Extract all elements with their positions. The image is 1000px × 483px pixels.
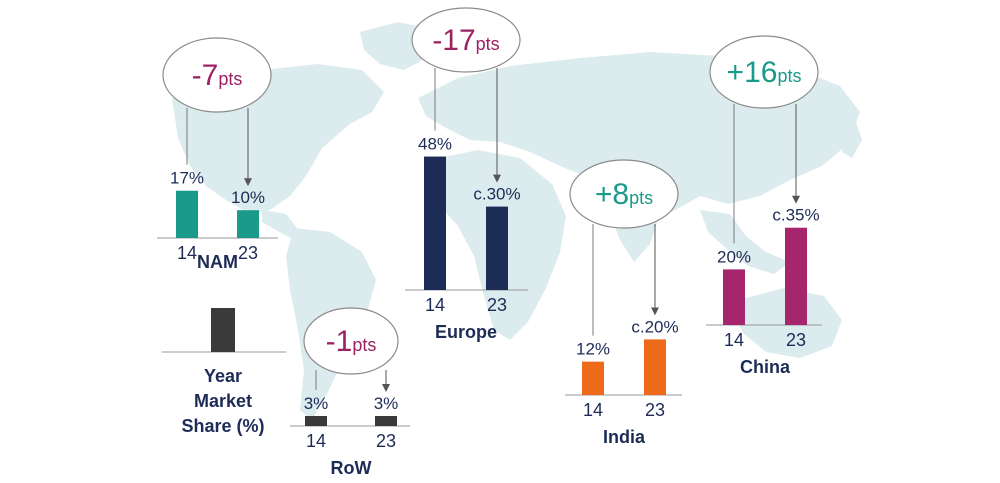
- legend-line-1: Year: [204, 366, 242, 386]
- china-region-label: China: [740, 357, 791, 377]
- india-region-label: India: [603, 427, 646, 447]
- row-bar-23: [375, 416, 397, 426]
- row-value-label-23: 3%: [374, 394, 399, 413]
- row-category-label-23: 23: [376, 431, 396, 451]
- nam-change-unit: pts: [218, 69, 242, 89]
- nam-region-label: NAM: [197, 252, 238, 272]
- china-category-label-23: 23: [786, 330, 806, 350]
- row-value-label-14: 3%: [304, 394, 329, 413]
- india-change-bubble: [569, 159, 679, 229]
- europe-change-value: -17: [432, 24, 475, 57]
- china-value-label-14: 20%: [717, 247, 751, 266]
- europe-bar-14: [424, 156, 446, 290]
- nam-change-text: -7pts: [192, 59, 243, 92]
- central-america-shape: [262, 210, 300, 240]
- legend-line-2: Market: [194, 391, 252, 411]
- china-bar-14: [723, 269, 745, 325]
- europe-value-label-23: c.30%: [473, 185, 520, 204]
- uk-shape: [440, 90, 456, 114]
- europe-change-bubble: [411, 7, 521, 73]
- nam-category-label-23: 23: [238, 243, 258, 263]
- nam-change-bubble: [162, 37, 272, 113]
- europe-region-label: Europe: [435, 322, 497, 342]
- row-region-label: RoW: [331, 458, 372, 478]
- nam-category-label-14: 14: [177, 243, 197, 263]
- europe-bar-23: [486, 206, 508, 290]
- nam-bar-14: [176, 190, 198, 238]
- china-category-label-14: 14: [724, 330, 744, 350]
- india-change-value: +8: [595, 178, 629, 211]
- china-bar-23: [785, 227, 807, 325]
- europe-change-unit: pts: [476, 34, 500, 54]
- europe-change-text: -17pts: [432, 24, 499, 57]
- row-category-label-14: 14: [306, 431, 326, 451]
- europe-value-label-14: 48%: [418, 135, 452, 154]
- legend-swatch: [211, 308, 235, 352]
- row-change-value: -1: [326, 325, 353, 358]
- legend-line-3: Share (%): [181, 416, 264, 436]
- china-change-unit: pts: [777, 66, 801, 86]
- india-value-label-23: c.20%: [631, 317, 678, 336]
- nam-bar-23: [237, 210, 259, 238]
- india-bar-23: [644, 339, 666, 395]
- china-change-text: +16pts: [727, 56, 802, 89]
- row-change-text: -1pts: [326, 325, 377, 358]
- nam-value-label-14: 17%: [170, 169, 204, 188]
- row-bar-14: [305, 416, 327, 426]
- row-change-unit: pts: [352, 335, 376, 355]
- japan-shape: [842, 122, 862, 158]
- india-change-text: +8pts: [595, 178, 653, 211]
- india-category-label-23: 23: [645, 400, 665, 420]
- india-bar-14: [582, 361, 604, 395]
- india-category-label-14: 14: [583, 400, 603, 420]
- row-change-bubble: [303, 307, 399, 375]
- europe-category-label-14: 14: [425, 295, 445, 315]
- china-value-label-23: c.35%: [772, 206, 819, 225]
- nam-change-value: -7: [192, 59, 219, 92]
- china-change-bubble: [709, 35, 819, 109]
- india-value-label-14: 12%: [576, 340, 610, 359]
- india-change-unit: pts: [629, 188, 653, 208]
- southeast-asia-shape: [700, 210, 790, 274]
- europe-category-label-23: 23: [487, 295, 507, 315]
- nam-value-label-23: 10%: [231, 188, 265, 207]
- china-change-value: +16: [727, 56, 778, 89]
